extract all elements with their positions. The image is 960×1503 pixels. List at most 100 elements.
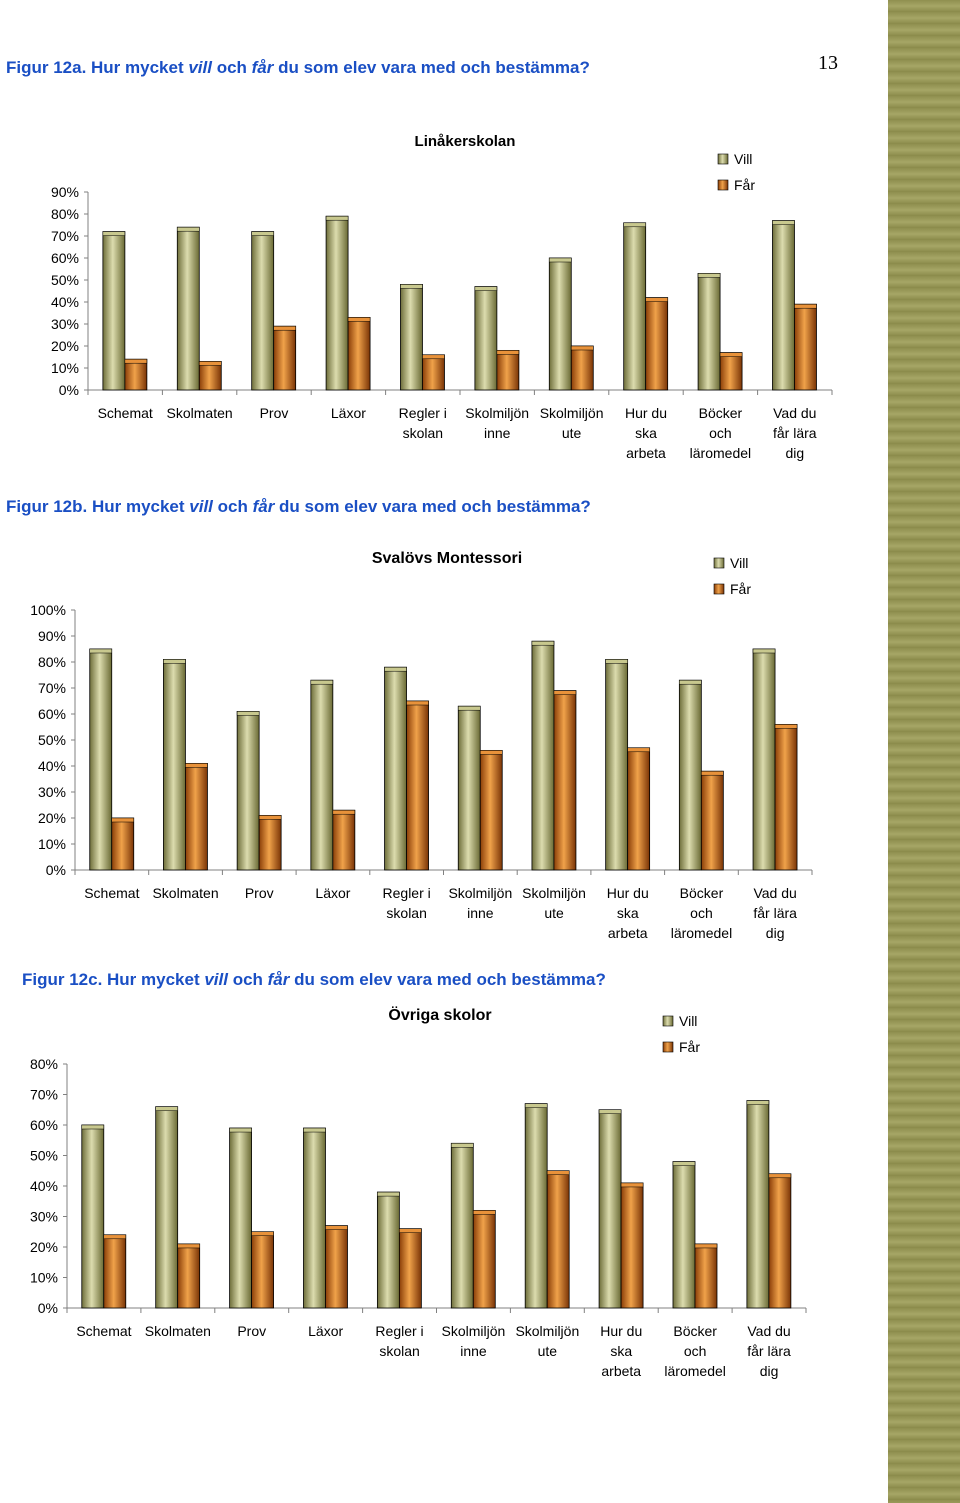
x-tick-label: Skolmiljön inne bbox=[465, 405, 529, 441]
x-tick-label-line: och bbox=[684, 1343, 707, 1359]
x-tick-label: Vad du får lära dig bbox=[753, 885, 797, 941]
x-tick-label-line: Skolmiljön bbox=[515, 1323, 579, 1339]
far-bar-top bbox=[620, 1182, 644, 1188]
far-bar bbox=[570, 345, 594, 391]
vill-bar-top bbox=[377, 1191, 400, 1197]
far-bar bbox=[546, 1170, 570, 1309]
far-bar-top bbox=[185, 763, 208, 768]
far-bar-top bbox=[251, 1231, 274, 1236]
y-tick-label: 30% bbox=[30, 1209, 58, 1225]
legend-swatch-far bbox=[717, 179, 729, 191]
legend-swatch-vill bbox=[717, 153, 729, 165]
vill-bar-top bbox=[531, 640, 555, 646]
far-bar bbox=[332, 809, 356, 871]
vill-bar-top bbox=[746, 1100, 770, 1105]
y-tick-label: 20% bbox=[51, 338, 79, 354]
vill-bar bbox=[251, 231, 275, 391]
far-bar-top bbox=[273, 325, 296, 331]
y-tick-label: 80% bbox=[51, 206, 79, 222]
y-tick-label: 10% bbox=[30, 1270, 58, 1286]
x-tick-label: Skolmaten bbox=[145, 1323, 211, 1339]
x-tick-label-line: Skolmiljön bbox=[448, 885, 512, 901]
vill-bar bbox=[89, 648, 113, 871]
figure-12a-caption: Figur 12a. Hur mycket vill och får du so… bbox=[6, 58, 590, 77]
chart-title: Övriga skolor bbox=[388, 1005, 491, 1024]
far-bar-top bbox=[553, 690, 577, 695]
x-tick-label: Skolmiljön inne bbox=[448, 885, 512, 921]
x-tick-label-line: inne bbox=[460, 1343, 487, 1359]
x-tick-label-line: Läxor bbox=[308, 1323, 343, 1339]
far-bar bbox=[273, 325, 297, 391]
x-tick-label-line: ute bbox=[538, 1343, 558, 1359]
far-bar bbox=[700, 770, 724, 871]
x-tick-label-line: arbeta bbox=[601, 1363, 641, 1379]
figure-12b-caption: Figur 12b. Hur mycket vill och får du so… bbox=[6, 497, 591, 516]
x-tick-label-line: Regler i bbox=[399, 405, 447, 421]
x-tick-label: Regler i skolan bbox=[375, 1323, 423, 1359]
vill-bar bbox=[548, 257, 572, 391]
y-tick-label: 50% bbox=[51, 272, 79, 288]
far-bar bbox=[398, 1228, 422, 1309]
far-bar-top bbox=[332, 809, 356, 815]
x-tick-label-line: Prov bbox=[260, 405, 289, 421]
y-tick-label: 20% bbox=[30, 1239, 58, 1255]
x-tick-label: Hur du ska arbeta bbox=[600, 1323, 642, 1379]
far-bar-top bbox=[473, 1210, 496, 1215]
x-tick-label-line: Vad du bbox=[773, 405, 816, 421]
x-tick-label: Skolmiljön ute bbox=[515, 1323, 579, 1359]
x-tick-label-line: ute bbox=[562, 425, 582, 441]
far-bar-top bbox=[546, 1170, 570, 1175]
vill-bar-top bbox=[163, 659, 186, 664]
vill-bar bbox=[376, 1191, 400, 1309]
vill-bar bbox=[672, 1161, 696, 1309]
x-tick-label: Läxor bbox=[331, 405, 366, 421]
x-tick-label: Prov bbox=[260, 405, 289, 421]
vill-bar-top bbox=[384, 666, 407, 672]
vill-bar bbox=[384, 666, 407, 871]
y-tick-label: 50% bbox=[38, 732, 66, 748]
vill-bar-top bbox=[310, 679, 334, 685]
x-tick-label-line: Hur du bbox=[600, 1323, 642, 1339]
y-tick-label: 20% bbox=[38, 810, 66, 826]
vill-bar bbox=[176, 226, 200, 391]
vill-bar bbox=[531, 640, 555, 871]
vill-bar-top bbox=[400, 284, 423, 289]
vill-bar bbox=[400, 283, 423, 391]
x-tick-label-line: Skolmiljön bbox=[465, 405, 529, 421]
y-tick-label: 80% bbox=[38, 654, 66, 670]
legend-label-vill: Vill bbox=[734, 151, 752, 167]
vill-bar-top bbox=[457, 705, 481, 711]
x-tick-label-line: Regler i bbox=[383, 885, 431, 901]
x-tick-label-line: Hur du bbox=[625, 405, 667, 421]
vill-bar-top bbox=[102, 231, 126, 236]
y-tick-label: 100% bbox=[30, 602, 66, 618]
far-bar bbox=[185, 762, 208, 871]
x-tick-label: Läxor bbox=[315, 885, 350, 901]
chart-title: Svalövs Montessori bbox=[372, 550, 522, 567]
x-tick-label-line: Böcker bbox=[699, 405, 743, 421]
vill-bar bbox=[229, 1127, 252, 1309]
vill-bar-top bbox=[679, 679, 702, 685]
x-tick-label-line: ska bbox=[617, 905, 639, 921]
x-tick-label-line: läromedel bbox=[671, 925, 732, 941]
vill-bar bbox=[474, 286, 498, 391]
x-tick-label-line: Skolmaten bbox=[152, 885, 218, 901]
vill-bar-top bbox=[474, 286, 498, 291]
y-tick-label: 30% bbox=[51, 316, 79, 332]
vill-bar bbox=[623, 222, 647, 391]
far-bar-top bbox=[399, 1228, 422, 1233]
vill-bar bbox=[81, 1124, 105, 1309]
x-tick-label-line: Skolmiljön bbox=[540, 405, 604, 421]
x-tick-label-line: Regler i bbox=[375, 1323, 423, 1339]
legend-swatch-vill bbox=[713, 557, 725, 569]
vill-bar bbox=[752, 648, 776, 871]
x-tick-label: Skolmiljön ute bbox=[540, 405, 604, 441]
x-tick-label: Läxor bbox=[308, 1323, 343, 1339]
figure-12c-caption: Figur 12c. Hur mycket vill och får du so… bbox=[22, 970, 606, 989]
legend-label-far: Får bbox=[730, 581, 751, 597]
x-tick-label-line: Böcker bbox=[673, 1323, 717, 1339]
far-bar bbox=[620, 1182, 644, 1309]
vill-bar-top bbox=[672, 1161, 696, 1166]
x-tick-label-line: Skolmiljön bbox=[522, 885, 586, 901]
x-tick-label: Skolmaten bbox=[152, 885, 218, 901]
